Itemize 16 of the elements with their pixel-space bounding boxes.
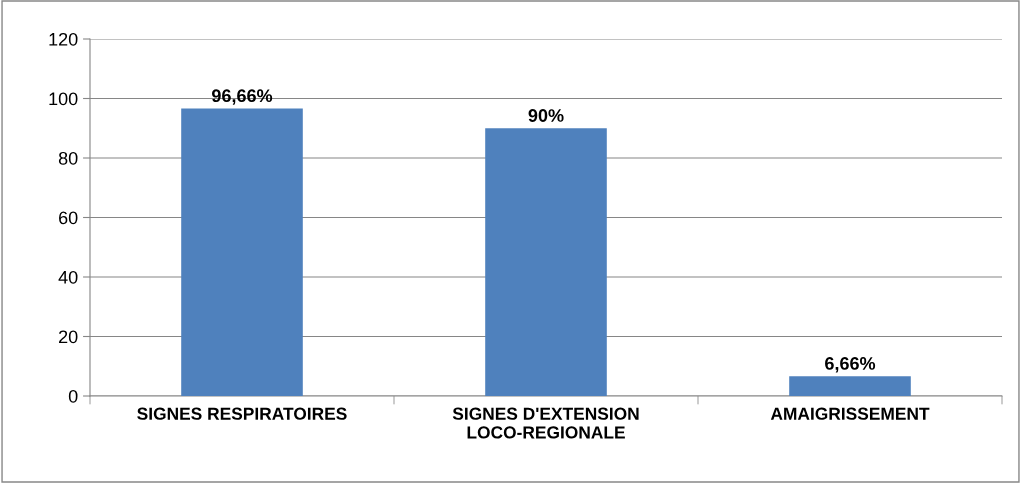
y-tick-label: 120 bbox=[49, 32, 78, 46]
y-tick-label: 40 bbox=[58, 270, 78, 284]
y-tick-label: 100 bbox=[49, 92, 78, 106]
y-tick-label: 0 bbox=[68, 389, 78, 403]
y-tick-label: 60 bbox=[59, 211, 78, 225]
bar bbox=[485, 128, 607, 396]
x-tick-label: AMAIGRISSEMENT bbox=[770, 407, 930, 420]
data-label: 6,66% bbox=[825, 357, 876, 373]
y-tick-label: 80 bbox=[58, 151, 78, 165]
bar bbox=[789, 376, 911, 396]
data-label: 96,66% bbox=[212, 89, 273, 105]
bar bbox=[181, 108, 303, 396]
x-tick-label: SIGNES D'EXTENSION LOCO-REGIONALE bbox=[452, 407, 639, 439]
y-tick-label: 20 bbox=[59, 330, 78, 344]
x-tick-label: SIGNES RESPIRATOIRES bbox=[137, 407, 347, 420]
data-label: 90% bbox=[528, 109, 564, 122]
